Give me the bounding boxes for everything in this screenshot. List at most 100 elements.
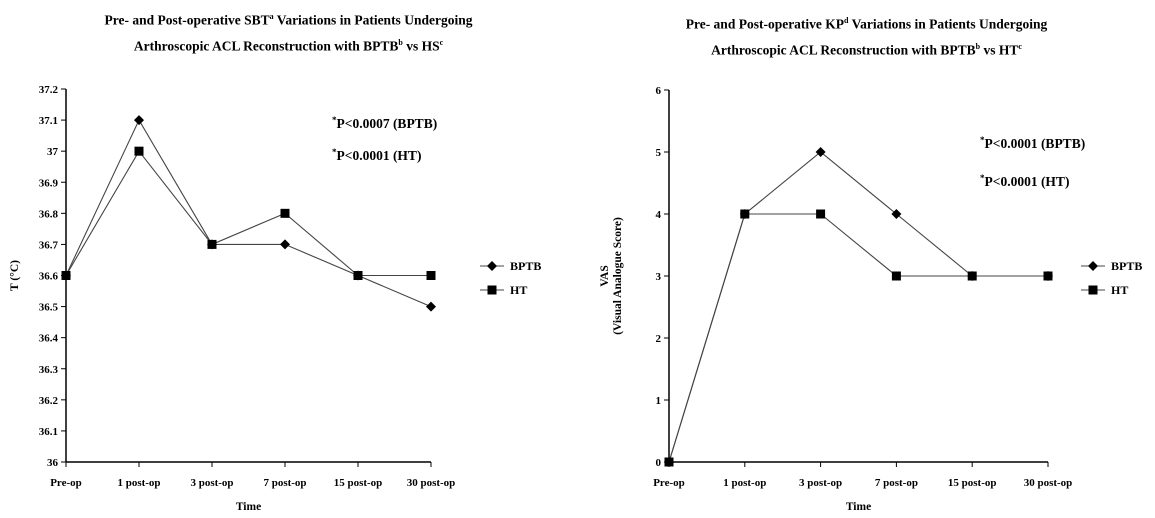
y-axis-label: T (°C) xyxy=(9,260,21,291)
series-ht xyxy=(61,146,436,280)
x-axis-label: Time xyxy=(846,501,871,513)
data-point xyxy=(207,239,217,249)
x-tick-label: 7 post-op xyxy=(263,477,306,489)
title-superscript: c xyxy=(1018,41,1022,51)
chart-title: Pre- and Post-operative SBTa Variations … xyxy=(0,6,577,57)
y-axis-label-secondary: (Visual Analogue Score) xyxy=(612,217,624,335)
p-value-annotation: *P<0.0007 (BPTB) xyxy=(332,115,437,131)
legend-label: BPTB xyxy=(1111,259,1142,273)
data-point xyxy=(967,271,977,281)
y-tick-label: 36.8 xyxy=(39,208,59,220)
legend-entry-ht: HT xyxy=(480,283,527,297)
title-text: Variations in Patients Undergoing xyxy=(273,12,473,28)
title-superscript: c xyxy=(439,37,444,47)
x-tick-label: 3 post-op xyxy=(799,477,842,489)
data-point xyxy=(61,271,71,280)
chart-panel-temperature: Pre- and Post-operative SBTa Variations … xyxy=(0,0,577,518)
y-tick-label: 1 xyxy=(656,395,662,407)
y-tick-label: 37.1 xyxy=(39,115,58,127)
y-tick-label: 4 xyxy=(656,209,662,221)
chart-title: Pre- and Post-operative KPd Variations i… xyxy=(578,10,1155,61)
annotation-superscript: * xyxy=(980,173,985,183)
y-tick-label: 2 xyxy=(656,333,662,345)
legend-entry-bptb: BPTB xyxy=(1081,259,1142,273)
title-superscript: a xyxy=(269,12,274,21)
title-text: vs HS xyxy=(402,38,440,53)
data-point xyxy=(353,271,363,280)
legend-marker xyxy=(1088,261,1098,271)
title-text: vs HT xyxy=(980,42,1019,57)
data-point xyxy=(134,146,144,156)
title-text: Pre- and Post-operative SBT xyxy=(104,12,270,28)
annotation-text: P<0.0001 (HT) xyxy=(985,174,1070,189)
title-text: Arthroscopic ACL Reconstruction with BPT… xyxy=(711,42,976,57)
y-tick-label: 36.6 xyxy=(39,271,59,283)
y-tick-label: 5 xyxy=(656,147,662,159)
x-tick-label: 30 post-op xyxy=(1024,477,1073,489)
series-line xyxy=(668,213,1048,463)
annotation-text: P<0.0001 (HT) xyxy=(337,148,422,163)
y-tick-label: 36.3 xyxy=(39,364,59,376)
x-tick-label: Pre-op xyxy=(50,477,82,489)
annotation-superscript: * xyxy=(332,115,337,125)
y-axis-label: VAS xyxy=(599,265,611,287)
p-value-annotation: *P<0.0001 (HT) xyxy=(980,173,1069,189)
y-tick-label: 36 xyxy=(47,457,59,469)
data-point xyxy=(815,147,826,157)
x-tick-label: 30 post-op xyxy=(407,477,456,489)
legend-entry-bptb: BPTB xyxy=(480,259,541,273)
y-tick-label: 36.9 xyxy=(39,177,59,189)
legend-entry-ht: HT xyxy=(1081,283,1128,297)
title-superscript: b xyxy=(975,41,981,51)
data-point xyxy=(891,271,901,281)
chart-panel-vas: Pre- and Post-operative KPd Variations i… xyxy=(578,0,1155,518)
x-tick-label: Pre-op xyxy=(653,477,685,489)
chart-plot-temperature: 36 36.1 36.2 36.3 36.4 36.5 36.6 36.7 36.8 36.9 37… xyxy=(9,84,541,513)
x-tick-label: 7 post-op xyxy=(875,477,918,489)
title-superscript: d xyxy=(844,16,849,25)
title-superscript: b xyxy=(398,37,403,47)
x-tick-label: 15 post-op xyxy=(334,477,383,489)
annotation-superscript: * xyxy=(980,135,985,145)
series-line xyxy=(65,150,431,277)
legend-marker xyxy=(487,285,497,295)
chart-plot-vas: 0 1 2 3 4 5 6 Pre-op 1 post-op 3 post-op 7 post-op… xyxy=(599,85,1142,513)
title-text: Pre- and Post-operative KP xyxy=(685,16,845,32)
annotation-text: P<0.0001 (BPTB) xyxy=(985,136,1086,151)
x-tick-label: 1 post-op xyxy=(723,477,766,489)
x-axis-label: Time xyxy=(236,501,261,513)
series-bptb xyxy=(61,115,436,312)
y-tick-label: 0 xyxy=(656,457,662,469)
data-point xyxy=(664,457,674,467)
series-line xyxy=(65,118,432,308)
data-point xyxy=(740,209,750,219)
legend-label: HT xyxy=(510,283,527,297)
legend-marker xyxy=(1088,285,1098,295)
title-text: Variations in Patients Undergoing xyxy=(848,16,1048,32)
y-tick-label: 36.1 xyxy=(39,426,58,438)
y-tick-label: 37.2 xyxy=(39,84,59,96)
legend-label: HT xyxy=(1111,283,1128,297)
x-tick-label: 1 post-op xyxy=(117,477,160,489)
data-point xyxy=(891,209,902,219)
title-text: Arthroscopic ACL Reconstruction with BPT… xyxy=(133,38,399,53)
data-point xyxy=(816,209,826,219)
p-value-annotation: *P<0.0001 (BPTB) xyxy=(980,135,1085,151)
legend-label: BPTB xyxy=(510,259,541,273)
y-tick-label: 37 xyxy=(47,146,59,158)
annotation-superscript: * xyxy=(332,147,337,157)
series-line xyxy=(668,151,1048,463)
y-tick-label: 36.2 xyxy=(39,395,59,407)
data-point xyxy=(134,115,144,126)
y-tick-label: 36.7 xyxy=(39,239,59,251)
annotation-text: P<0.0007 (BPTB) xyxy=(337,116,438,131)
x-tick-label: 15 post-op xyxy=(948,477,997,489)
data-point xyxy=(1043,271,1053,281)
legend-marker xyxy=(487,261,497,271)
y-tick-label: 36.4 xyxy=(39,333,59,345)
y-tick-label: 6 xyxy=(656,85,662,97)
y-tick-label: 36.5 xyxy=(39,302,59,314)
series-bptb xyxy=(664,147,1053,467)
data-point xyxy=(280,208,290,218)
y-tick-label: 3 xyxy=(656,271,662,283)
